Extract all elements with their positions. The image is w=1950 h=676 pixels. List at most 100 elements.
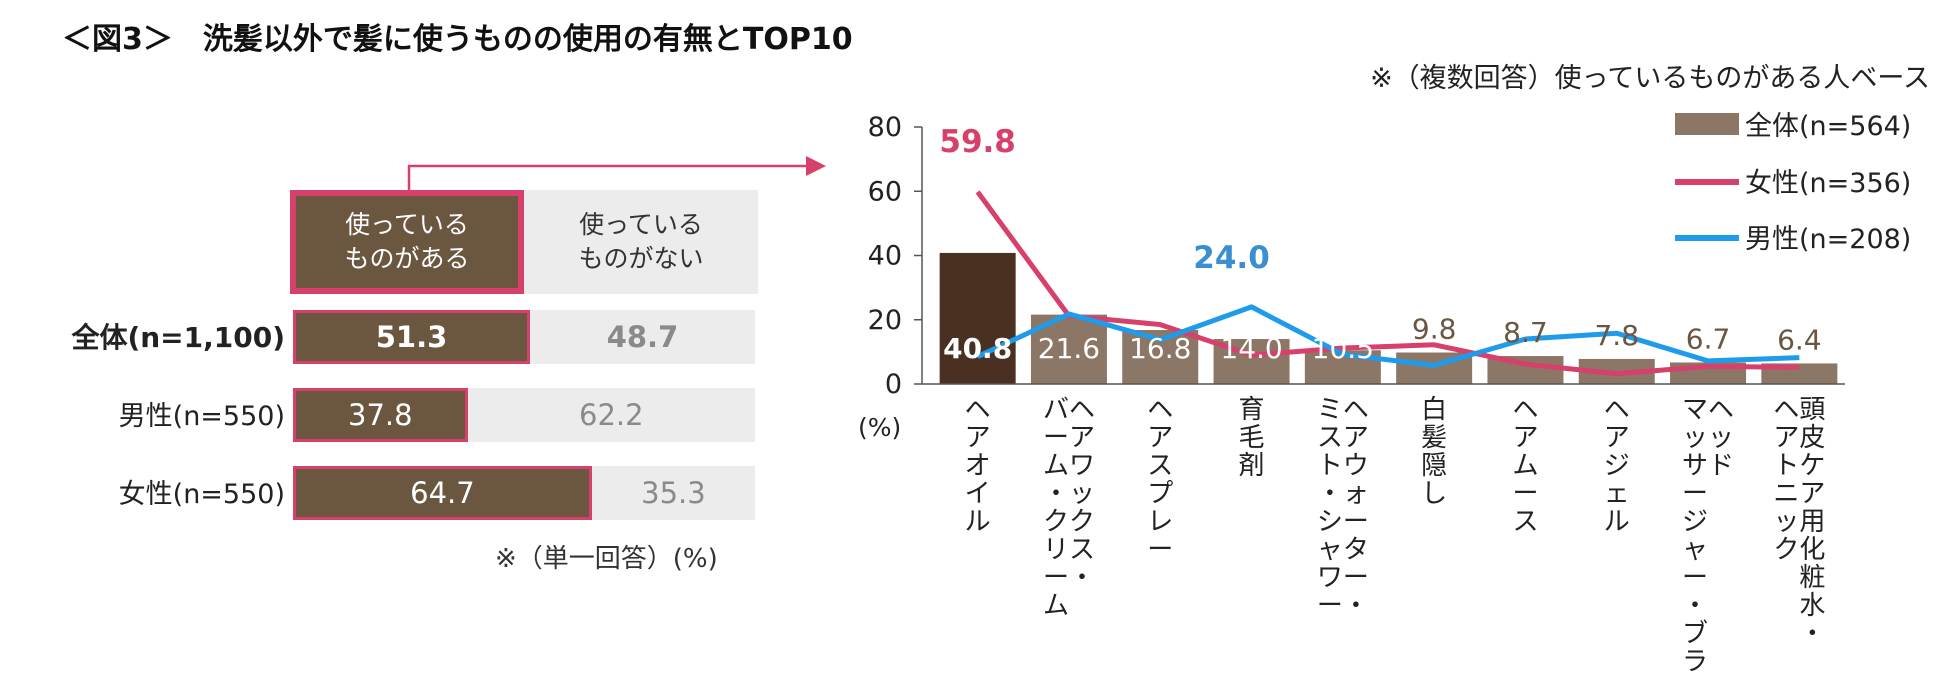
svg-text:育: 育 <box>1239 395 1265 425</box>
svg-text:用: 用 <box>1799 507 1825 537</box>
svg-text:・: ・ <box>1043 479 1069 509</box>
row-bar-female: 64.7 35.3 <box>293 466 755 520</box>
svg-text:ォ: ォ <box>1343 479 1369 509</box>
svg-text:ジ: ジ <box>1604 451 1630 481</box>
svg-text:ヘ: ヘ <box>1069 395 1095 425</box>
base-note: ※（複数回答）使っているものがある人ベース <box>1370 63 1930 94</box>
bar-value-label: 7.8 <box>1594 319 1639 352</box>
svg-text:ー: ー <box>1682 479 1708 509</box>
svg-text:・: ・ <box>1069 563 1095 593</box>
svg-text:プ: プ <box>1147 479 1173 509</box>
bar-value-label: 6.4 <box>1777 323 1822 356</box>
svg-text:ャ: ャ <box>1317 535 1343 565</box>
svg-text:ブ: ブ <box>1682 619 1708 649</box>
svg-text:ス: ス <box>1147 451 1173 481</box>
svg-text:皮: 皮 <box>1799 423 1825 453</box>
svg-text:ヘ: ヘ <box>1343 395 1369 425</box>
bar-yes-total <box>293 310 530 364</box>
svg-text:ア: ア <box>1069 423 1095 453</box>
header-uses-nothing: 使っている ものがない <box>524 190 758 294</box>
bar-value-label: 14.0 <box>1220 332 1282 365</box>
figure-title: ＜図3＞ 洗髪以外で髪に使うものの使用の有無とTOP10 <box>62 22 853 57</box>
svg-text:し: し <box>1421 479 1447 509</box>
svg-text:イ: イ <box>965 479 991 509</box>
svg-text:シ: シ <box>1317 507 1343 537</box>
bar-value-label: 9.8 <box>1412 313 1457 346</box>
svg-text:ッ: ッ <box>1069 479 1095 509</box>
svg-text:ー: ー <box>1043 423 1069 453</box>
svg-text:ク: ク <box>1773 535 1799 565</box>
svg-text:・: ・ <box>1317 479 1343 509</box>
svg-text:ス: ス <box>1317 423 1343 453</box>
svg-text:ー: ー <box>1512 479 1538 509</box>
bar-yes-female <box>293 466 592 520</box>
svg-text:オ: オ <box>965 451 991 481</box>
y-axis-unit: (%) <box>858 413 901 442</box>
svg-text:ー: ー <box>1147 535 1173 565</box>
svg-text:ア: ア <box>1799 479 1825 509</box>
svg-text:粧: 粧 <box>1799 563 1825 593</box>
svg-text:ー: ー <box>1682 563 1708 593</box>
y-tick-label: 20 <box>868 305 902 336</box>
svg-text:ヘ: ヘ <box>1773 395 1799 425</box>
svg-text:・: ・ <box>1799 619 1825 649</box>
svg-text:ヘ: ヘ <box>1512 395 1538 425</box>
svg-text:髪: 髪 <box>1421 423 1447 453</box>
svg-text:ム: ム <box>1043 451 1069 481</box>
svg-text:ア: ア <box>965 423 991 453</box>
svg-text:ク: ク <box>1043 507 1069 537</box>
svg-text:ト: ト <box>1773 451 1799 481</box>
legend-female-label: 女性(n=356) <box>1745 168 1911 199</box>
svg-text:ヘ: ヘ <box>965 395 991 425</box>
bar-value-label: 6.7 <box>1686 322 1731 355</box>
svg-text:ム: ム <box>1043 591 1069 621</box>
svg-text:レ: レ <box>1147 507 1173 537</box>
svg-text:ヘ: ヘ <box>1147 395 1173 425</box>
bar-yes-male <box>293 388 468 442</box>
svg-text:ル: ル <box>1604 507 1630 537</box>
svg-text:剤: 剤 <box>1239 451 1265 481</box>
svg-text:頭: 頭 <box>1799 395 1825 425</box>
svg-text:マ: マ <box>1682 395 1708 425</box>
bar-value-label: 40.8 <box>943 332 1012 365</box>
line-female <box>975 190 1800 377</box>
value-no-female: 35.3 <box>641 476 706 510</box>
svg-text:サ: サ <box>1682 451 1708 481</box>
value-no-male: 62.2 <box>579 398 644 432</box>
legend-total-swatch <box>1675 113 1739 135</box>
callout-female-max: 59.8 <box>939 124 1016 160</box>
row-bar-total: 51.3 48.7 <box>293 310 755 364</box>
value-yes-male: 37.8 <box>348 398 413 432</box>
svg-text:ム: ム <box>1512 451 1538 481</box>
svg-text:ケ: ケ <box>1799 451 1825 481</box>
y-tick-label: 0 <box>885 369 902 400</box>
connector-arrow-line <box>407 164 808 190</box>
svg-text:ー: ー <box>1317 591 1343 621</box>
svg-text:ャ: ャ <box>1682 535 1708 565</box>
svg-text:ア: ア <box>1773 423 1799 453</box>
svg-text:ワ: ワ <box>1069 451 1095 481</box>
svg-text:ッ: ッ <box>1773 507 1799 537</box>
svg-text:ス: ス <box>1512 507 1538 537</box>
svg-text:ア: ア <box>1604 423 1630 453</box>
svg-text:化: 化 <box>1799 535 1825 565</box>
svg-text:毛: 毛 <box>1239 423 1265 453</box>
svg-text:ッ: ッ <box>1708 423 1734 453</box>
legend-male-label: 男性(n=208) <box>1745 224 1911 255</box>
svg-text:水: 水 <box>1799 591 1825 621</box>
row-label-female: 女性(n=550) <box>118 479 285 510</box>
svg-text:ー: ー <box>1043 563 1069 593</box>
svg-text:ッ: ッ <box>1682 423 1708 453</box>
svg-text:ワ: ワ <box>1317 563 1343 593</box>
bar-value-label: 10.5 <box>1312 332 1374 365</box>
bar-value-label: 8.7 <box>1503 316 1548 349</box>
y-tick-label: 60 <box>868 176 902 207</box>
bar-total <box>939 252 1016 384</box>
svg-text:ヘ: ヘ <box>1708 395 1734 425</box>
